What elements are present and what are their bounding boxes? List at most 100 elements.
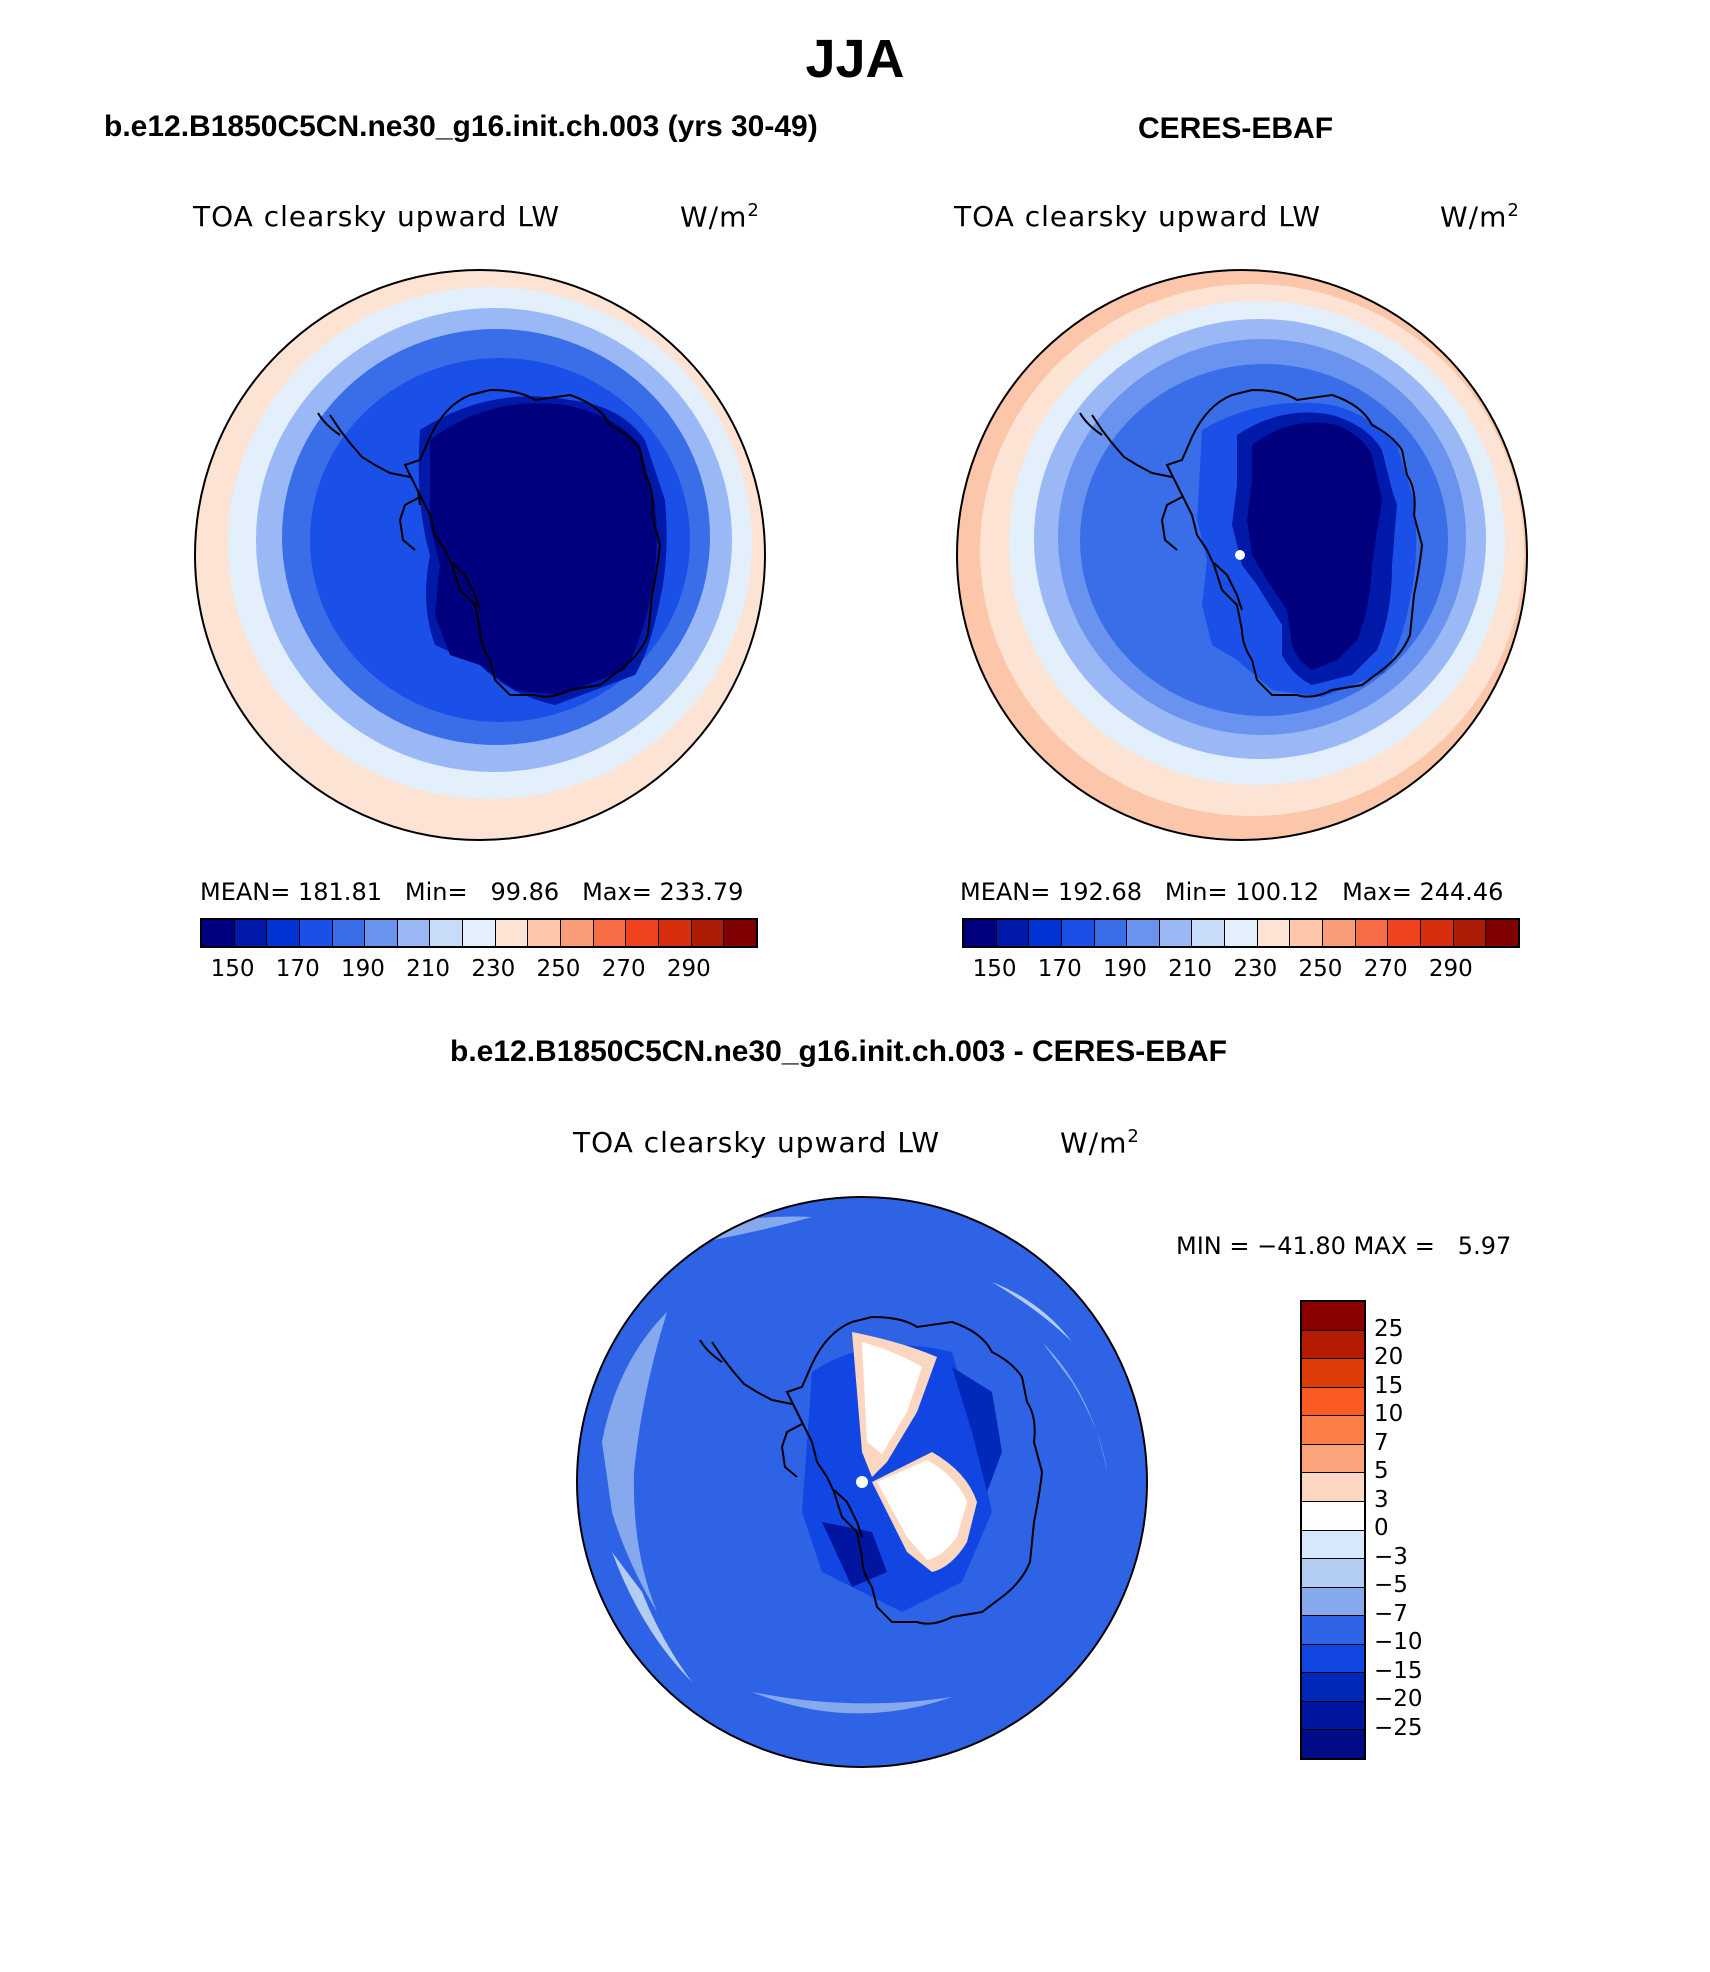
colorbar-tick-label: 270: [601, 956, 646, 982]
colorbar-labels-model: 150 170 190 210 230 250 270 290: [200, 956, 754, 986]
colorbar-segment: [1302, 1387, 1364, 1417]
colorbar-labels-diff: 25 20 15 10 7 5 3 0 −3 −5 −7 −10 −15 −20 −25: [1374, 1300, 1454, 1756]
stats-model: MEAN= 181.81 Min= 99.86 Max= 233.79: [200, 878, 744, 906]
colorbar-segment: [1127, 920, 1160, 946]
colorbar-segment: [561, 920, 594, 946]
colorbar-tick-label: −25: [1374, 1714, 1423, 1741]
colorbar-tick-label: 15: [1374, 1372, 1404, 1399]
colorbar-tick-label: 270: [1363, 956, 1408, 982]
stats-obs: MEAN= 192.68 Min= 100.12 Max= 244.46: [960, 878, 1504, 906]
colorbar-segment: [1159, 920, 1193, 946]
variable-label-obs: TOA clearsky upward LW: [954, 200, 1322, 233]
colorbar-segment: [1302, 1473, 1364, 1502]
colorbar-model: [200, 918, 758, 948]
colorbar-tick-label: 290: [1428, 956, 1473, 982]
colorbar-segment: [1486, 920, 1518, 946]
colorbar-tick-label: 210: [1168, 956, 1213, 982]
colorbar-segment: [397, 920, 431, 946]
colorbar-segment: [1302, 1587, 1364, 1617]
colorbar-segment: [495, 920, 529, 946]
colorbar-tick-label: 150: [210, 956, 255, 982]
units-label-obs: W/m2: [1440, 200, 1520, 234]
colorbar-segment: [365, 920, 398, 946]
colorbar-segment: [234, 920, 268, 946]
panel-title-obs: CERES-EBAF: [1138, 112, 1334, 145]
colorbar-segment: [299, 920, 333, 946]
colorbar-segment: [724, 920, 756, 946]
units-label-diff: W/m2: [1060, 1126, 1140, 1160]
colorbar-segment: [1302, 1444, 1364, 1474]
colorbar-tick-label: 25: [1374, 1315, 1404, 1342]
colorbar-segment: [1302, 1302, 1364, 1331]
colorbar-segment: [1061, 920, 1095, 946]
colorbar-segment: [1302, 1559, 1364, 1588]
colorbar-tick-label: −15: [1374, 1657, 1423, 1684]
colorbar-tick-label: −5: [1374, 1572, 1408, 1598]
colorbar-obs: [962, 918, 1520, 948]
colorbar-segment: [1323, 920, 1356, 946]
colorbar-tick-label: 170: [275, 956, 320, 982]
colorbar-tick-label: −20: [1374, 1686, 1423, 1712]
colorbar-tick-label: 0: [1374, 1515, 1389, 1541]
colorbar-tick-label: 20: [1374, 1344, 1404, 1370]
colorbar-segment: [1302, 1730, 1364, 1758]
colorbar-segment: [1302, 1673, 1364, 1702]
figure-title: JJA: [805, 29, 905, 89]
colorbar-segment: [528, 920, 562, 946]
colorbar-tick-label: 3: [1374, 1486, 1389, 1513]
panel-title-diff: b.e12.B1850C5CN.ne30_g16.init.ch.003 - C…: [450, 1035, 1227, 1068]
colorbar-segment: [1290, 920, 1324, 946]
colorbar-segment: [1094, 920, 1128, 946]
colorbar-tick-label: 250: [536, 956, 581, 982]
colorbar-segment: [1388, 920, 1421, 946]
colorbar-segment: [1029, 920, 1062, 946]
colorbar-segment: [1257, 920, 1291, 946]
colorbar-tick-label: 5: [1374, 1458, 1389, 1484]
panel-title-model: b.e12.B1850C5CN.ne30_g16.init.ch.003 (yr…: [104, 110, 818, 143]
colorbar-segment: [1302, 1530, 1364, 1560]
colorbar-tick-label: 230: [471, 956, 516, 982]
colorbar-segment: [1420, 920, 1454, 946]
colorbar-segment: [202, 920, 235, 946]
polar-map-obs: [956, 269, 1528, 841]
colorbar-segment: [463, 920, 496, 946]
colorbar-tick-label: 7: [1374, 1429, 1389, 1456]
colorbar-segment: [1355, 920, 1389, 946]
stats-diff: MIN = −41.80 MAX = 5.97: [1176, 1232, 1512, 1260]
colorbar-tick-label: 230: [1233, 956, 1278, 982]
colorbar-segment: [1302, 1416, 1364, 1445]
colorbar-segment: [1302, 1644, 1364, 1674]
colorbar-segment: [1192, 920, 1226, 946]
variable-label-model: TOA clearsky upward LW: [193, 200, 561, 233]
colorbar-tick-label: 10: [1374, 1401, 1404, 1427]
colorbar-segment: [1225, 920, 1258, 946]
colorbar-tick-label: 190: [340, 956, 385, 982]
colorbar-tick-label: −3: [1374, 1543, 1408, 1570]
colorbar-segment: [430, 920, 464, 946]
colorbar-segment: [626, 920, 659, 946]
colorbar-segment: [1302, 1701, 1364, 1731]
units-label-model: W/m2: [680, 200, 760, 234]
colorbar-tick-label: −7: [1374, 1600, 1408, 1627]
colorbar-tick-label: 170: [1037, 956, 1082, 982]
colorbar-segment: [332, 920, 366, 946]
colorbar-tick-label: 210: [406, 956, 451, 982]
colorbar-segment: [996, 920, 1030, 946]
colorbar-tick-label: 150: [972, 956, 1017, 982]
colorbar-tick-label: 250: [1298, 956, 1343, 982]
polar-map-model: [194, 269, 766, 841]
colorbar-tick-label: 290: [666, 956, 711, 982]
colorbar-segment: [1302, 1330, 1364, 1360]
colorbar-tick-label: 190: [1102, 956, 1147, 982]
colorbar-tick-label: −10: [1374, 1629, 1423, 1655]
colorbar-segment: [964, 920, 997, 946]
colorbar-segment: [691, 920, 725, 946]
colorbar-segment: [1302, 1501, 1364, 1531]
variable-label-diff: TOA clearsky upward LW: [573, 1126, 941, 1159]
colorbar-segment: [1302, 1616, 1364, 1645]
colorbar-segment: [1302, 1359, 1364, 1388]
colorbar-segment: [593, 920, 627, 946]
colorbar-segment: [1453, 920, 1487, 946]
polar-map-diff: [576, 1196, 1148, 1768]
colorbar-segment: [267, 920, 300, 946]
